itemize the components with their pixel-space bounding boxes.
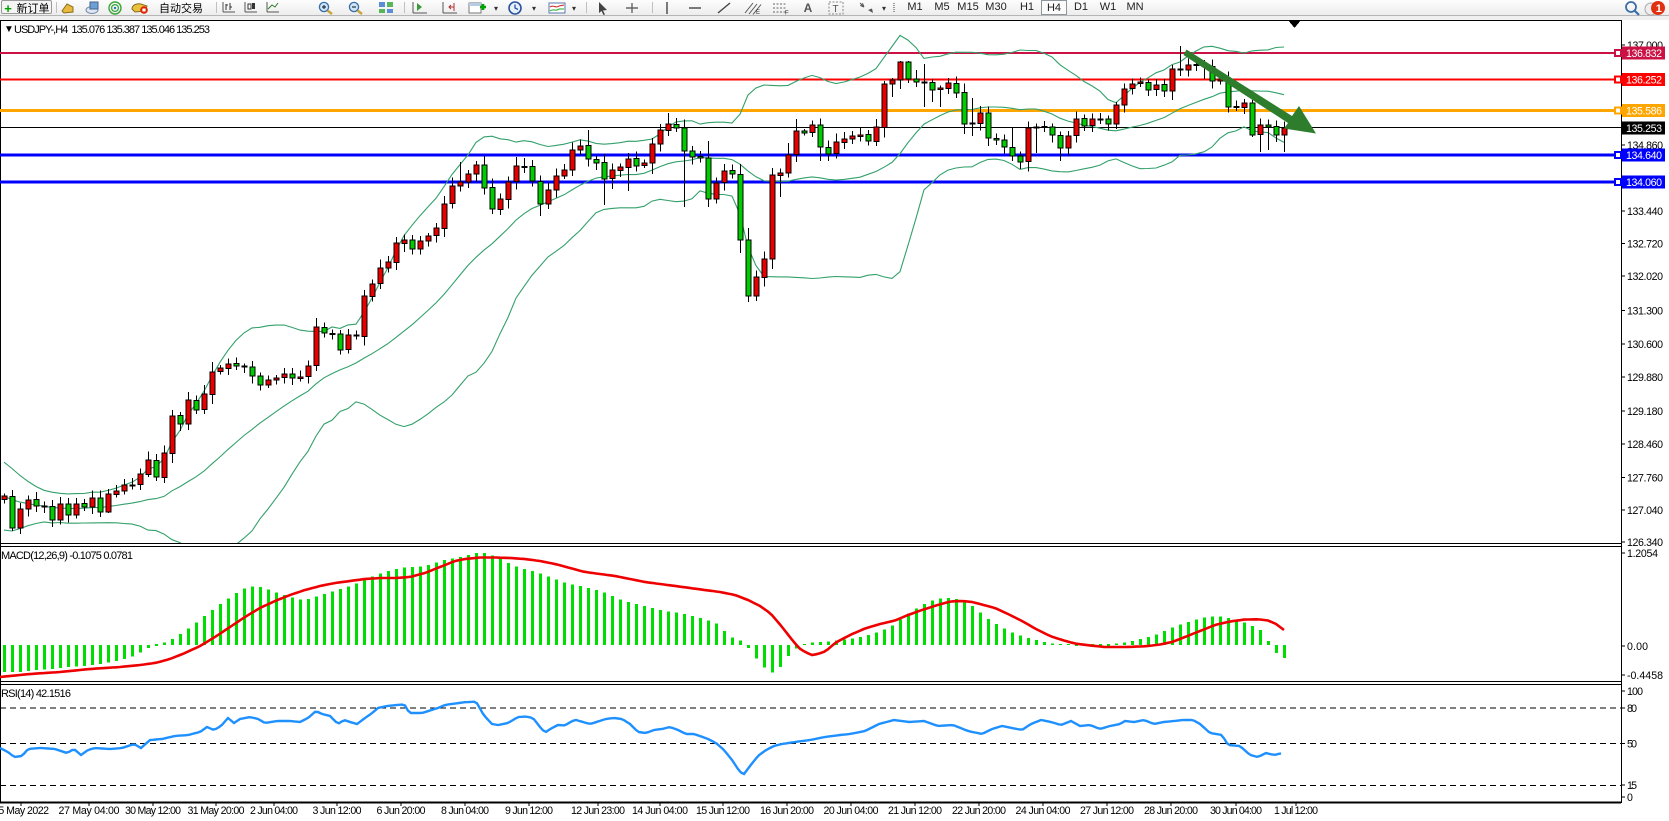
svg-text:133.440: 133.440 — [1627, 206, 1663, 218]
svg-text:136.252: 136.252 — [1626, 75, 1662, 87]
svg-text:▼: ▼ — [4, 24, 14, 35]
svg-text:1 Jul 12:00: 1 Jul 12:00 — [1274, 805, 1318, 817]
svg-text:30 May 12:00: 30 May 12:00 — [125, 805, 181, 817]
svg-text:27 Jun 12:00: 27 Jun 12:00 — [1080, 805, 1134, 817]
svg-text:134.060: 134.060 — [1626, 177, 1662, 189]
svg-text:136.832: 136.832 — [1626, 48, 1662, 60]
svg-text:3 Jun 12:00: 3 Jun 12:00 — [313, 805, 362, 817]
svg-text:21 Jun 12:00: 21 Jun 12:00 — [888, 805, 942, 817]
svg-text:132.720: 132.720 — [1627, 239, 1663, 251]
svg-text:128.460: 128.460 — [1627, 439, 1663, 451]
svg-text:100: 100 — [1627, 686, 1643, 698]
svg-text:8 Jun 04:00: 8 Jun 04:00 — [441, 805, 489, 817]
svg-text:USDJPY-,H4 135.076 135.387 13: USDJPY-,H4 135.076 135.387 135.046 135.2… — [14, 24, 210, 36]
svg-text:F: F — [785, 11, 789, 16]
svg-text:127.040: 127.040 — [1627, 505, 1663, 517]
svg-text:129.180: 129.180 — [1627, 406, 1663, 418]
svg-text:20 Jun 04:00: 20 Jun 04:00 — [824, 805, 879, 817]
svg-text:RSI(14) 42.1516: RSI(14) 42.1516 — [1, 688, 71, 700]
svg-text:31 May 20:00: 31 May 20:00 — [188, 805, 245, 817]
svg-text:0.00: 0.00 — [1627, 641, 1648, 653]
svg-text:1.2054: 1.2054 — [1627, 548, 1658, 560]
svg-text:9 Jun 12:00: 9 Jun 12:00 — [505, 805, 553, 817]
svg-text:131.300: 131.300 — [1627, 306, 1663, 318]
svg-text:135.253: 135.253 — [1626, 123, 1662, 135]
svg-text:25 May 2022: 25 May 2022 — [0, 805, 49, 817]
svg-text:132.020: 132.020 — [1627, 271, 1663, 283]
svg-text:135.586: 135.586 — [1626, 106, 1662, 118]
svg-text:27 May 04:00: 27 May 04:00 — [59, 805, 120, 817]
svg-text:-0.4458: -0.4458 — [1627, 670, 1663, 682]
svg-text:130.600: 130.600 — [1627, 339, 1663, 351]
svg-text:134.640: 134.640 — [1626, 150, 1662, 162]
svg-text:15 Jun 12:00: 15 Jun 12:00 — [696, 805, 750, 817]
svg-text:E: E — [756, 10, 760, 15]
svg-text:24 Jun 04:00: 24 Jun 04:00 — [1016, 805, 1071, 817]
svg-text:T: T — [833, 4, 839, 15]
svg-text:0: 0 — [1627, 792, 1633, 804]
svg-text:50: 50 — [1627, 739, 1637, 751]
svg-text:22 Jun 20:00: 22 Jun 20:00 — [952, 805, 1006, 817]
svg-text:12 Jun 23:00: 12 Jun 23:00 — [571, 805, 625, 817]
svg-text:MACD(12,26,9) -0.1075 0.0781: MACD(12,26,9) -0.1075 0.0781 — [1, 550, 133, 562]
svg-text:14 Jun 04:00: 14 Jun 04:00 — [632, 805, 688, 817]
svg-text:126.340: 126.340 — [1627, 537, 1663, 549]
svg-text:2 Jun 04:00: 2 Jun 04:00 — [250, 805, 298, 817]
svg-text:6 Jun 20:00: 6 Jun 20:00 — [377, 805, 426, 817]
svg-text:1: 1 — [1656, 3, 1662, 15]
svg-text:30 Jun 04:00: 30 Jun 04:00 — [1210, 805, 1262, 817]
svg-text:127.760: 127.760 — [1627, 473, 1663, 485]
svg-text:80: 80 — [1627, 703, 1637, 715]
svg-text:16 Jun 20:00: 16 Jun 20:00 — [760, 805, 814, 817]
svg-text:28 Jun 20:00: 28 Jun 20:00 — [1144, 805, 1198, 817]
svg-text:129.880: 129.880 — [1627, 372, 1663, 384]
svg-text:15: 15 — [1627, 780, 1637, 792]
